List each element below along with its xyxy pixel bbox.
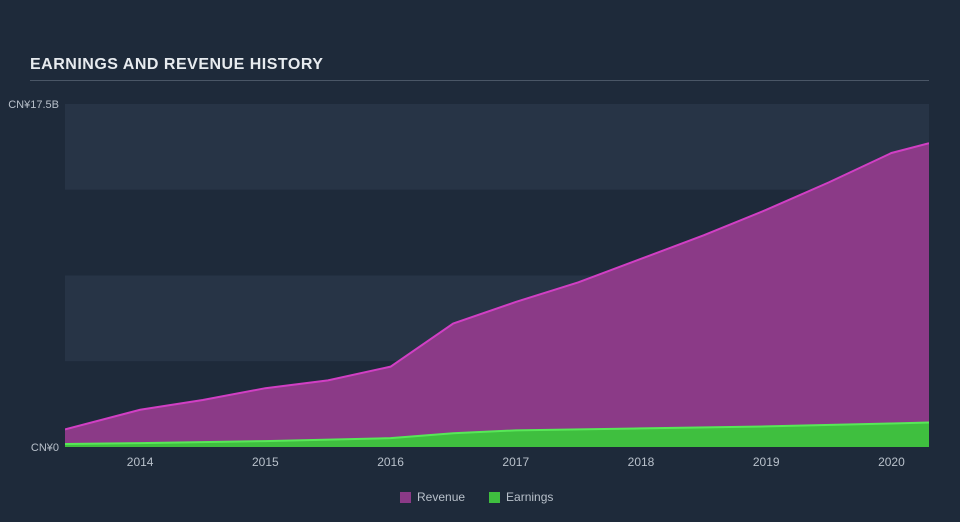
legend-item: Earnings — [489, 490, 553, 504]
x-tick-label: 2017 — [486, 455, 546, 469]
legend-swatch — [400, 492, 411, 503]
legend-item: Revenue — [400, 490, 465, 504]
x-tick-label: 2018 — [611, 455, 671, 469]
x-tick-label: 2015 — [235, 455, 295, 469]
x-tick-label: 2016 — [361, 455, 421, 469]
y-tick-label: CN¥17.5B — [0, 99, 59, 111]
legend: Revenue Earnings — [400, 490, 553, 504]
x-tick-label: 2020 — [861, 455, 921, 469]
legend-swatch — [489, 492, 500, 503]
chart-root: EARNINGS AND REVENUE HISTORY CN¥0 CN¥17.5B… — [0, 0, 960, 522]
x-tick-label: 2014 — [110, 455, 170, 469]
x-tick-label: 2019 — [736, 455, 796, 469]
chart-title: EARNINGS AND REVENUE HISTORY — [30, 56, 323, 74]
legend-label: Revenue — [417, 490, 465, 504]
title-underline — [30, 80, 929, 81]
y-tick-label: CN¥0 — [0, 442, 59, 454]
legend-label: Earnings — [506, 490, 553, 504]
plot-area — [65, 104, 929, 447]
